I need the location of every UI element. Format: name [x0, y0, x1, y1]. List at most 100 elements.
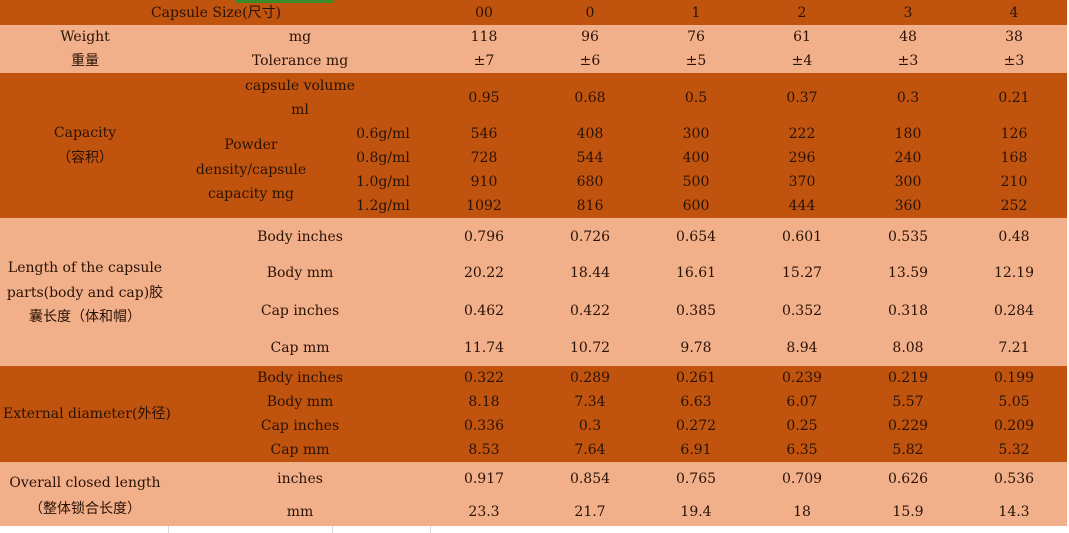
table-cell: 0.239 [781, 370, 823, 386]
capacity-title-zh: （容积） [57, 150, 113, 166]
table-cell: 300 [682, 126, 710, 142]
table-cell: 0.25 [786, 418, 818, 434]
table-cell: 23.3 [468, 504, 500, 520]
table-cell: 5.32 [998, 442, 1030, 458]
table-cell: 0.336 [463, 418, 505, 434]
table-cell: 180 [894, 126, 922, 142]
overall-band [0, 462, 1067, 526]
table-cell: 0.726 [569, 229, 611, 245]
table-cell: 0.709 [781, 471, 823, 487]
table-cell: 19.4 [680, 504, 712, 520]
table-cell: 300 [894, 174, 922, 190]
table-cell: 0.3 [578, 418, 602, 434]
table-cell: 0.422 [569, 303, 611, 319]
size-4-header: 4 [1009, 5, 1019, 21]
table-cell: 6.35 [786, 442, 818, 458]
table-cell: 0.289 [569, 370, 611, 386]
table-cell: 0.95 [468, 90, 500, 106]
table-cell: 0.626 [887, 471, 929, 487]
table-cell: 5.57 [892, 394, 924, 410]
powder-density-label: capacity mg [207, 186, 295, 202]
table-cell: 252 [1000, 198, 1028, 214]
table-cell: 0.68 [574, 90, 606, 106]
table-cell: 360 [894, 198, 922, 214]
row-label: Body mm [266, 394, 334, 410]
table-cell: 0.5 [684, 90, 708, 106]
table-cell: 296 [788, 150, 816, 166]
table-cell: 500 [682, 174, 710, 190]
table-cell: 0.352 [781, 303, 823, 319]
table-cell: 48 [899, 29, 917, 45]
table-cell: 126 [1000, 126, 1028, 142]
table-cell: 600 [682, 198, 710, 214]
weight-title-zh: 重量 [71, 53, 99, 69]
table-cell: ±3 [897, 53, 919, 69]
table-cell: 9.78 [680, 340, 712, 356]
table-cell: 400 [682, 150, 710, 166]
capsule-volume-unit: ml [291, 102, 309, 118]
table-cell: 168 [1000, 150, 1028, 166]
table-cell: 5.82 [892, 442, 924, 458]
row-label: Cap inches [260, 418, 340, 434]
table-cell: ±3 [1003, 53, 1025, 69]
density-label: 0.6g/ml [356, 126, 410, 142]
table-cell: 6.91 [680, 442, 712, 458]
table-cell: 444 [788, 198, 816, 214]
row-label: Body mm [266, 265, 334, 281]
table-cell: 0.284 [993, 303, 1035, 319]
table-cell: 0.462 [463, 303, 505, 319]
size-00-header: 00 [475, 5, 493, 21]
row-label: Body inches [257, 229, 343, 245]
table-cell: 0.601 [781, 229, 823, 245]
table-cell: ±4 [791, 53, 813, 69]
density-label: 1.2g/ml [356, 198, 410, 214]
header-band [0, 0, 1067, 25]
overall-title: Overall closed length [9, 475, 161, 491]
table-cell: 76 [687, 29, 705, 45]
weight-mg-label: mg [288, 29, 312, 45]
capacity-title: Capacity [53, 125, 117, 141]
table-cell: 0.765 [675, 471, 717, 487]
table-cell: 7.21 [998, 340, 1030, 356]
table-cell: 0.385 [675, 303, 717, 319]
table-cell: 7.64 [574, 442, 606, 458]
table-cell: 8.08 [892, 340, 924, 356]
table-cell: 11.74 [463, 340, 505, 356]
table-cell: 18 [793, 504, 811, 520]
diameter-band [0, 366, 1067, 462]
diameter-title: External diameter(外径) [3, 406, 171, 422]
table-cell: 7.34 [574, 394, 606, 410]
grid-line [430, 526, 431, 533]
table-cell: 0.322 [463, 370, 505, 386]
weight-tolerance-label: Tolerance mg [251, 53, 349, 69]
table-cell: 18.44 [569, 265, 611, 281]
table-cell: 222 [788, 126, 816, 142]
table-cell: 16.61 [675, 265, 717, 281]
table-cell: 15.9 [892, 504, 924, 520]
length-title: 囊长度（体和帽） [29, 309, 141, 325]
table-cell: 0.272 [675, 418, 717, 434]
table-cell: 10.72 [569, 340, 611, 356]
table-cell: 0.229 [887, 418, 929, 434]
size-1-header: 1 [691, 5, 701, 21]
table-cell: 680 [576, 174, 604, 190]
table-cell: 408 [576, 126, 604, 142]
row-label: Cap mm [270, 442, 330, 458]
table-cell: 8.53 [468, 442, 500, 458]
table-cell: 0.261 [675, 370, 717, 386]
overall-title-zh: （整体锁合长度） [29, 501, 141, 517]
table-cell: 61 [793, 29, 811, 45]
table-cell: 0.37 [786, 90, 818, 106]
table-cell: ±6 [579, 53, 601, 69]
table-cell: 8.18 [468, 394, 500, 410]
table-cell: 0.654 [675, 229, 717, 245]
table-cell: 8.94 [786, 340, 818, 356]
powder-density-label: density/capsule [195, 162, 307, 178]
table-cell: 96 [581, 29, 599, 45]
size-0-header: 0 [585, 5, 595, 21]
table-cell: 0.854 [569, 471, 611, 487]
table-cell: 12.19 [993, 265, 1035, 281]
powder-density-label: Powder [224, 137, 278, 153]
table-cell: ±5 [685, 53, 707, 69]
table-cell: 0.199 [993, 370, 1035, 386]
